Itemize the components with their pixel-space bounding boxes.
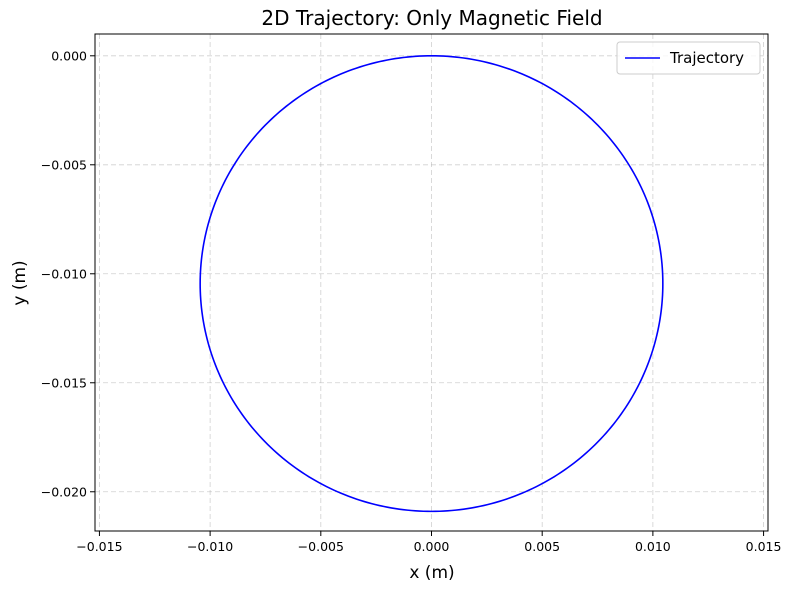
chart-title: 2D Trajectory: Only Magnetic Field	[261, 6, 602, 30]
y-tick-label: 0.000	[51, 48, 87, 63]
y-axis-label: y (m)	[10, 260, 30, 305]
x-tick-label: −0.015	[76, 539, 122, 554]
y-tick-label: −0.015	[41, 375, 87, 390]
y-tick-label: −0.010	[41, 266, 87, 281]
x-tick-label: 0.010	[635, 539, 671, 554]
x-tick-label: −0.010	[187, 539, 233, 554]
x-tick-label: −0.005	[298, 539, 344, 554]
x-tick-label: 0.015	[746, 539, 782, 554]
trajectory-line	[199, 55, 664, 513]
legend: Trajectory	[616, 41, 761, 75]
axis-ticks: −0.015 −0.010 −0.005 0.000 0.005 0.010 0.015 0.…	[41, 48, 782, 554]
legend-box	[616, 41, 761, 75]
legend-label-trajectory: Trajectory	[669, 49, 744, 67]
x-axis-label: x (m)	[409, 563, 454, 583]
y-tick-label: −0.005	[41, 157, 87, 172]
x-tick-label: 0.005	[524, 539, 560, 554]
x-tick-label: 0.000	[414, 539, 450, 554]
grid-lines	[95, 34, 768, 531]
y-tick-label: −0.020	[41, 484, 87, 499]
